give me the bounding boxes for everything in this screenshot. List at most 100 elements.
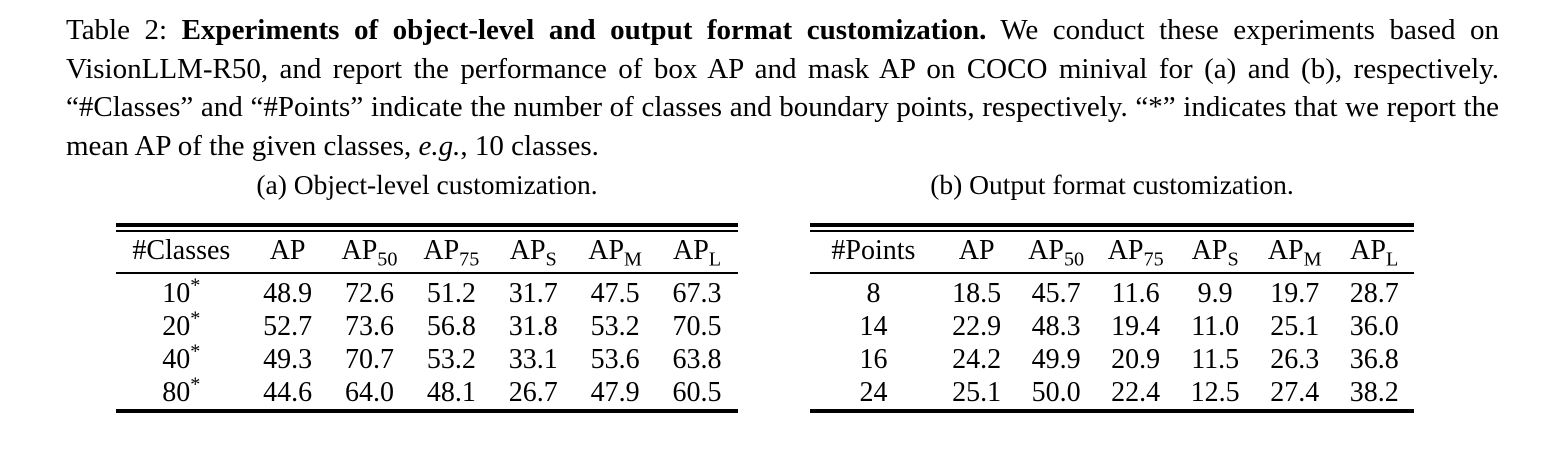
value-cell: 18.5: [952, 277, 1002, 309]
value-cell: 64.0: [344, 376, 394, 408]
value-cell: 51.2: [426, 277, 476, 309]
value-cell: 72.6: [344, 277, 394, 309]
value-cell: 53.2: [426, 343, 476, 375]
value-cell: 70.5: [672, 310, 722, 342]
value-cell: 73.6: [344, 310, 394, 342]
value-cell: 11.5: [1191, 343, 1240, 375]
caption-eg: e.g.: [418, 129, 461, 162]
subtable-b-caption: (b) Output format customization.: [930, 169, 1294, 200]
subtable-a-table: #Classes AP AP50 AP75 APS APM APL 10* 48.9 72.6 51…: [116, 232, 738, 409]
value-cell: 36.0: [1349, 310, 1399, 342]
table-row: 14 22.9 48.3 19.4 11.0 25.1 36.0: [810, 310, 1414, 343]
column-header: APS: [492, 232, 575, 274]
value-cell: 11.6: [1111, 277, 1160, 309]
value-cell: 20.9: [1111, 343, 1161, 375]
column-header: AP: [246, 232, 329, 274]
row-label: 8: [866, 277, 881, 309]
value-cell: 11.0: [1191, 310, 1240, 342]
subtable-b-top-rule-thin: [810, 230, 1414, 232]
row-label: 16: [859, 343, 888, 375]
subtable-a-bottom-rule: [116, 409, 738, 413]
value-cell: 31.7: [508, 277, 558, 309]
column-header: APM: [574, 232, 657, 274]
value-cell: 28.7: [1349, 277, 1399, 309]
subtable-a-top-rule-thick: [116, 223, 738, 227]
value-cell: 60.5: [672, 376, 722, 408]
subtable-a-caption: (a) Object-level customization.: [256, 169, 598, 200]
subtable-a-top-rule-thin: [116, 230, 738, 232]
subtable-b-top-rule-thick: [810, 223, 1414, 227]
value-cell: 22.4: [1111, 376, 1161, 408]
header-row: #Points AP AP50 AP75 APS APM APL: [810, 232, 1414, 274]
value-cell: 47.9: [590, 376, 640, 408]
value-cell: 49.9: [1031, 343, 1081, 375]
row-label: 14: [859, 310, 888, 342]
column-header: AP50: [1016, 232, 1096, 274]
table-row: 80* 44.6 64.0 48.1 26.7 47.9 60.5: [116, 373, 738, 409]
row-label: 40*: [162, 340, 201, 375]
value-cell: 31.8: [508, 310, 558, 342]
subtable-a: (a) Object-level customization. #Classes…: [116, 169, 738, 413]
value-cell: 53.6: [590, 343, 640, 375]
column-header: AP75: [410, 232, 493, 274]
column-header: APL: [1334, 232, 1414, 274]
table-caption: Table 2: Experiments of object-level and…: [0, 0, 1563, 165]
caption-label: Table 2:: [66, 14, 182, 46]
value-cell: 27.4: [1270, 376, 1320, 408]
value-cell: 12.5: [1190, 376, 1240, 408]
column-header: APS: [1175, 232, 1255, 274]
value-cell: 38.2: [1349, 376, 1399, 408]
value-cell: 26.7: [508, 376, 558, 408]
row-label: 24: [859, 376, 888, 408]
value-cell: 47.5: [590, 277, 640, 309]
value-cell: 52.7: [263, 310, 313, 342]
column-header: APM: [1254, 232, 1335, 274]
value-cell: 44.6: [263, 376, 313, 408]
row-label: 80*: [162, 373, 201, 408]
table-row: 20* 52.7 73.6 56.8 31.8 53.2 70.5: [116, 307, 738, 343]
column-header: #Classes: [116, 232, 247, 274]
value-cell: 48.3: [1031, 310, 1081, 342]
value-cell: 25.1: [952, 376, 1002, 408]
value-cell: 25.1: [1270, 310, 1320, 342]
row-label: 10*: [162, 274, 201, 309]
caption-body-2: , 10 classes.: [460, 129, 599, 162]
value-cell: 45.7: [1031, 277, 1081, 309]
value-cell: 19.4: [1111, 310, 1161, 342]
subtable-b-table: #Points AP AP50 AP75 APS APM APL 8 18.5 45.7 11.6 9…: [810, 232, 1414, 409]
value-cell: 48.9: [263, 277, 313, 309]
caption-title: Experiments of object-level and output f…: [181, 14, 987, 46]
value-cell: 9.9: [1197, 277, 1233, 309]
table-row: 8 18.5 45.7 11.6 9.9 19.7 28.7: [810, 273, 1414, 310]
value-cell: 49.3: [263, 343, 313, 375]
column-header: AP50: [328, 232, 411, 274]
subtables-row: (a) Object-level customization. #Classes…: [0, 169, 1563, 413]
value-cell: 63.8: [672, 343, 722, 375]
value-cell: 22.9: [952, 310, 1002, 342]
value-cell: 50.0: [1031, 376, 1081, 408]
value-cell: 36.8: [1349, 343, 1399, 375]
value-cell: 48.1: [426, 376, 476, 408]
value-cell: 70.7: [344, 343, 394, 375]
value-cell: 33.1: [508, 343, 558, 375]
subtable-b: (b) Output format customization. #Points…: [810, 169, 1414, 413]
value-cell: 53.2: [590, 310, 640, 342]
value-cell: 26.3: [1270, 343, 1320, 375]
column-header: APL: [656, 232, 738, 274]
column-header: AP75: [1095, 232, 1176, 274]
header-row: #Classes AP AP50 AP75 APS APM APL: [116, 232, 738, 274]
subtable-b-bottom-rule: [810, 409, 1414, 413]
column-header: AP: [936, 232, 1017, 274]
value-cell: 24.2: [952, 343, 1002, 375]
table-row: 40* 49.3 70.7 53.2 33.1 53.6 63.8: [116, 340, 738, 376]
value-cell: 56.8: [426, 310, 476, 342]
table-row: 10* 48.9 72.6 51.2 31.7 47.5 67.3: [116, 273, 738, 310]
column-header: #Points: [810, 232, 937, 274]
value-cell: 19.7: [1270, 277, 1320, 309]
row-label: 20*: [162, 307, 201, 342]
caption-body-1: We conduct these experiments based on Vi…: [66, 14, 1500, 162]
table-row: 16 24.2 49.9 20.9 11.5 26.3 36.8: [810, 343, 1414, 376]
table-row: 24 25.1 50.0 22.4 12.5 27.4 38.2: [810, 376, 1414, 409]
value-cell: 67.3: [672, 277, 722, 309]
